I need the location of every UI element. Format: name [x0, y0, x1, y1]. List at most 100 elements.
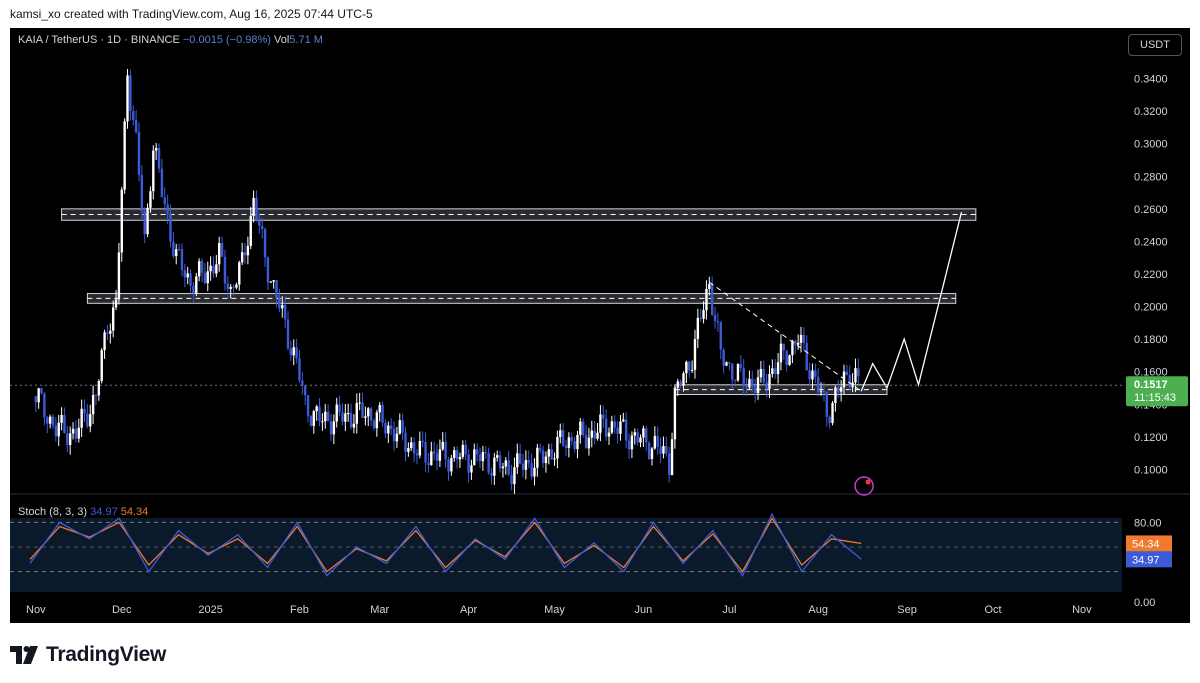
candle-body: [848, 374, 851, 388]
candle-body: [753, 386, 757, 393]
candle-body: [464, 444, 467, 455]
candle-body: [378, 405, 381, 413]
price-badge-countdown: 11:15:43: [1134, 392, 1176, 404]
candle-body: [266, 257, 270, 283]
candle-body: [200, 261, 204, 273]
candle-body: [498, 455, 502, 469]
candle-body: [581, 421, 585, 436]
candle-body: [324, 411, 327, 422]
candle-body: [473, 449, 476, 466]
candle-body: [567, 437, 571, 448]
candle-body: [197, 261, 201, 277]
candle-body: [688, 361, 691, 371]
candle-body: [106, 332, 109, 334]
candle-body: [215, 264, 218, 274]
candle-body: [576, 434, 579, 450]
candle-body: [656, 435, 659, 447]
candle-body: [229, 286, 232, 290]
candle-body: [788, 355, 791, 365]
candle-body: [289, 348, 293, 356]
candle-body: [91, 395, 95, 415]
candle-body: [321, 421, 324, 423]
candle-body: [513, 467, 516, 485]
candle-body: [756, 377, 760, 393]
candle-body: [295, 347, 298, 359]
candle-body: [418, 440, 422, 456]
candle-body: [149, 191, 152, 208]
candle-body: [602, 414, 605, 419]
candle-body: [226, 283, 230, 290]
candle-body: [203, 272, 207, 284]
candle-body: [218, 243, 221, 265]
candle-body: [771, 368, 774, 375]
candle-body: [372, 420, 376, 429]
candle-body: [518, 453, 522, 464]
candle-body: [742, 367, 745, 387]
candle-body: [453, 450, 456, 458]
candle-body: [166, 204, 169, 215]
brand-name: TradingView: [46, 643, 167, 666]
stoch-k-line: [29, 512, 862, 578]
price-badge-value: 0.1517: [1134, 379, 1168, 391]
candle-body: [782, 343, 786, 351]
candle-body: [46, 417, 49, 424]
candle-body: [183, 269, 187, 278]
candle-body: [364, 416, 367, 418]
chart-frame[interactable]: 0.3400 0.3200 0.3000 0.2800 0.2600 0.2400 0.22…: [10, 28, 1190, 623]
stoch-label[interactable]: Stoch (8, 3, 3): [18, 506, 88, 518]
candle-body: [258, 220, 261, 226]
candle-body: [74, 428, 78, 439]
candle-body: [702, 310, 705, 319]
candle-body: [550, 449, 553, 460]
candle-body: [814, 370, 817, 377]
candle-body: [129, 75, 132, 111]
candle-body: [794, 340, 797, 345]
candle-body: [40, 388, 43, 394]
candle-body: [111, 307, 115, 331]
candle-body: [306, 395, 310, 416]
candle-body: [607, 432, 611, 437]
candle-body: [857, 368, 860, 377]
candle-body: [745, 386, 748, 388]
candle-body: [533, 467, 536, 477]
candle-body: [759, 369, 763, 378]
candle-body: [427, 462, 430, 466]
candle-body: [670, 439, 674, 476]
candle-body: [83, 408, 86, 414]
candle-body: [802, 334, 806, 343]
candle-body: [725, 362, 728, 366]
candle-body: [438, 449, 442, 461]
candle-body: [839, 387, 843, 392]
candle-body: [298, 358, 301, 381]
y-tick-label: 0.3000: [1134, 139, 1168, 151]
candle-body: [539, 447, 542, 451]
tradingview-logo-icon: [10, 646, 38, 664]
price-badge: [1126, 376, 1188, 407]
candle-body: [152, 150, 155, 192]
candle-body: [278, 297, 281, 309]
candle-body: [387, 425, 390, 434]
candle-body: [805, 342, 808, 371]
candle-body: [573, 441, 576, 450]
candle-body: [624, 419, 628, 441]
x-tick-label: Sep: [897, 604, 917, 616]
candle-body: [435, 453, 439, 461]
candle-body: [71, 428, 75, 434]
candle-body: [544, 456, 548, 464]
candle-body: [398, 420, 401, 434]
candle-body: [175, 249, 178, 257]
candle-body: [415, 453, 419, 456]
symbol-label[interactable]: KAIA / TetherUS · 1D · BINANCE: [18, 34, 180, 46]
candle-body: [733, 379, 737, 381]
y-tick-label: 0.2400: [1134, 236, 1168, 248]
candle-body: [100, 350, 103, 381]
candle-body: [564, 445, 568, 448]
candle-body: [751, 378, 754, 387]
candle-body: [283, 304, 287, 320]
currency-button[interactable]: USDT: [1128, 34, 1182, 56]
candle-body: [530, 463, 533, 477]
projection-path: [860, 211, 963, 392]
candle-body: [48, 416, 52, 424]
chart-canvas[interactable]: 0.3400 0.3200 0.3000 0.2800 0.2600 0.2400 0.22…: [10, 28, 1190, 623]
candle-body: [610, 421, 614, 433]
